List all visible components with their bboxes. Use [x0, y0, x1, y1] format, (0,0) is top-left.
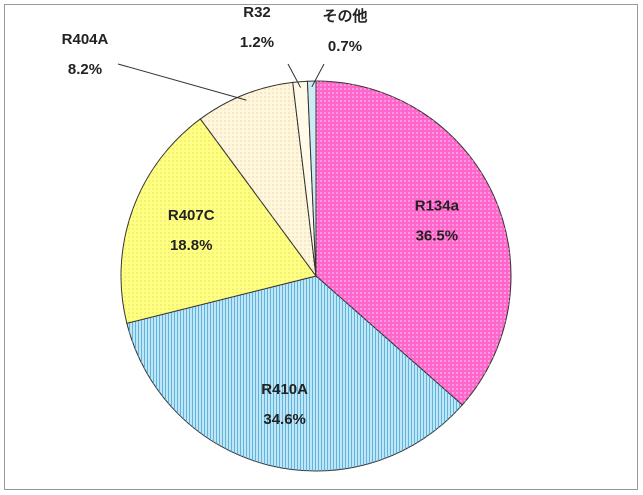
- slice-value-label: 34.6%: [263, 411, 306, 428]
- slice-label: その他: [322, 7, 367, 25]
- leader-line: [311, 63, 325, 88]
- slice-value-label: 8.2%: [68, 61, 102, 78]
- slice-label: R410A: [261, 381, 308, 398]
- pie-slice: [306, 80, 317, 277]
- slice-value-label: 18.8%: [170, 237, 213, 254]
- slice-value-label: 0.7%: [328, 38, 362, 55]
- leader-line: [287, 63, 302, 88]
- slice-label: R32: [243, 4, 271, 21]
- slice-label: R407C: [168, 207, 215, 224]
- leader-line: [117, 63, 247, 101]
- slice-value-label: 1.2%: [240, 34, 274, 51]
- slice-label: R134a: [415, 197, 460, 214]
- slice-value-label: 36.5%: [416, 227, 459, 244]
- slice-label: R404A: [62, 31, 109, 48]
